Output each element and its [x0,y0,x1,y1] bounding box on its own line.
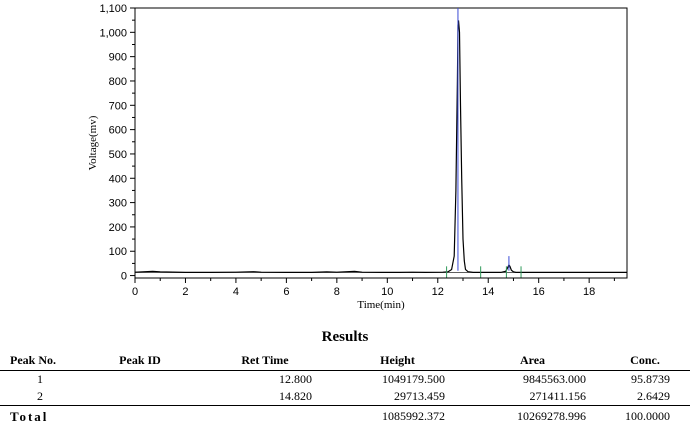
y-axis-label: Voltage(mv) [87,115,99,170]
y-tick-label: 1,000 [99,27,127,39]
chart-svg: 0 100 200 300 400 500 600 700 800 900 1,000 1,100 0 2… [87,3,628,311]
row-peak-id [80,371,200,389]
header-conc: Conc. [630,352,660,367]
x-tick-label: 4 [233,286,239,298]
x-tick-label: 16 [533,286,545,298]
total-height: 1085992.372 [382,409,445,423]
y-tick-label: 500 [109,149,127,161]
x-tick-label: 14 [482,286,494,298]
total-conc: 100.0000 [625,409,670,423]
x-tick-label: 10 [381,286,393,298]
x-tick-label: 18 [583,286,595,298]
row-area: 9845563.000 [523,372,586,386]
x-tick-label: 0 [132,286,138,298]
row-conc: 95.8739 [631,372,670,386]
y-tick-label: 300 [109,198,127,210]
header-area: Area [519,352,546,367]
table-row: 1 12.800 1049179.500 9845563.000 95.8739 [0,371,690,389]
header-peak-id: Peak ID [119,352,161,367]
row-height: 29713.459 [394,389,445,403]
row-area: 271411.156 [529,389,586,403]
x-tick-label: 2 [182,286,188,298]
header-peak-no: Peak No. [10,352,56,367]
y-tick-label: 0 [121,271,127,283]
total-label: Total [10,408,49,424]
results-header-row: Peak No. Peak ID Ret Time Height Area Co… [0,350,690,371]
row-ret-time: 14.820 [279,389,312,403]
series-line [134,20,627,274]
header-height: Height [380,352,415,367]
x-axis-label: Time(min) [357,299,405,311]
total-empty-id [80,406,200,428]
x-tick-label: 8 [334,286,340,298]
x-tick-label: 6 [283,286,289,298]
total-empty-ret [200,406,330,428]
y-tick-label: 700 [109,100,127,112]
row-ret-time: 12.800 [279,372,312,386]
total-row: Total 1085992.372 10269278.996 100.0000 [0,405,690,428]
y-tick-label: 400 [109,173,127,185]
y-tick-label: 800 [109,76,127,88]
y-tick-label: 100 [109,246,127,258]
y-tick-label: 1,100 [99,3,127,15]
plot-frame [134,7,628,279]
row-peak-no: 2 [37,389,43,403]
y-tick-label: 600 [109,125,127,137]
row-conc: 2.6429 [637,389,670,403]
y-tick-label: 900 [109,52,127,64]
results-title: Results [321,329,369,345]
x-tick-label: 12 [432,286,444,298]
row-peak-no: 1 [37,372,43,386]
row-peak-id [80,388,200,406]
row-height: 1049179.500 [382,372,445,386]
table-row: 2 14.820 29713.459 271411.156 2.6429 [0,388,690,406]
chromatogram-chart: 0 100 200 300 400 500 600 700 800 900 1,000 1,100 0 2… [87,3,628,311]
results-table: Peak No. Peak ID Ret Time Height Area Co… [0,350,690,427]
total-area: 10269278.996 [517,409,586,423]
header-ret-time: Ret Time [241,352,289,367]
y-tick-label: 200 [109,222,127,234]
